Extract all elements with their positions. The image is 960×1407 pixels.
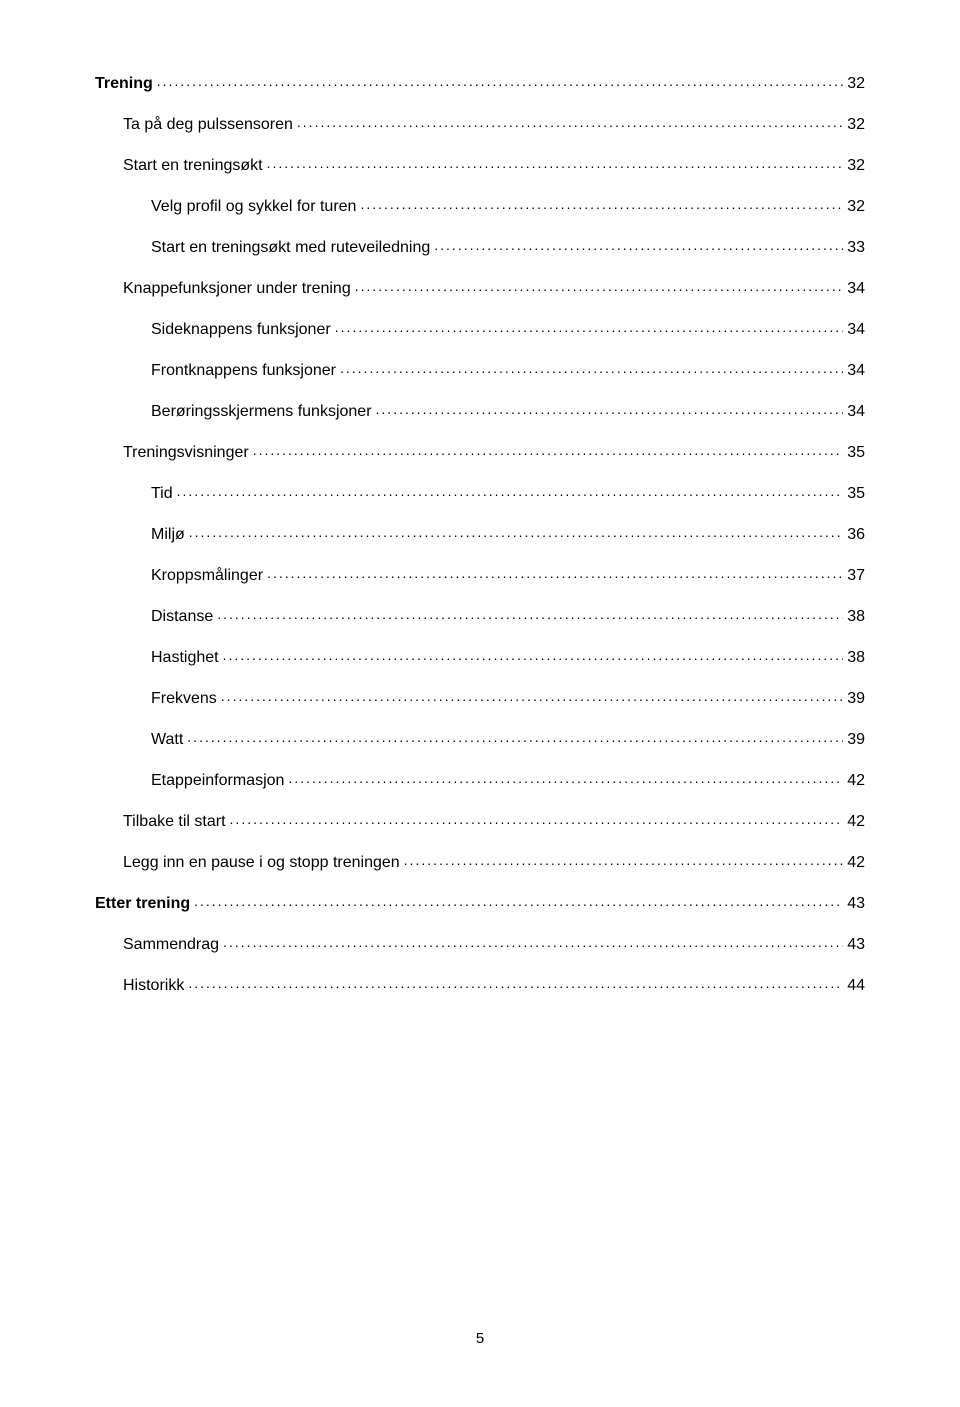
toc-entry: Start en treningsøkt 32: [95, 157, 865, 175]
toc-entry: Watt 39: [95, 731, 865, 749]
toc-entry-page: 42: [847, 772, 865, 790]
toc-entry-page: 43: [847, 895, 865, 913]
toc-entry: Frontknappens funksjoner 34: [95, 362, 865, 380]
toc-entry-page: 37: [847, 567, 865, 585]
toc-entry: Ta på deg pulssensoren 32: [95, 116, 865, 134]
toc-entry-label: Legg inn en pause i og stopp treningen: [123, 854, 400, 872]
toc-entry-page: 34: [847, 403, 865, 421]
toc-entry-page: 32: [847, 157, 865, 175]
toc-entry: Historikk 44: [95, 977, 865, 995]
toc-entry-label: Velg profil og sykkel for turen: [151, 198, 356, 216]
toc-entry-page: 42: [847, 813, 865, 831]
toc-entry-page: 44: [847, 977, 865, 995]
toc-entry-page: 39: [847, 731, 865, 749]
toc-leader-dots: [221, 688, 843, 704]
toc-leader-dots: [267, 565, 843, 581]
toc-entry-label: Etappeinformasjon: [151, 772, 284, 790]
toc-entry-page: 42: [847, 854, 865, 872]
toc-entry-label: Tid: [151, 485, 173, 503]
toc-entry-label: Knappefunksjoner under trening: [123, 280, 351, 298]
toc-entry: Etappeinformasjon 42: [95, 772, 865, 790]
toc-entry-label: Start en treningsøkt: [123, 157, 263, 175]
toc-entry-page: 34: [847, 280, 865, 298]
toc-entry: Tid 35: [95, 485, 865, 503]
toc-leader-dots: [297, 114, 843, 130]
toc-entry-label: Hastighet: [151, 649, 219, 667]
toc-leader-dots: [223, 934, 843, 950]
toc-entry-page: 38: [847, 649, 865, 667]
toc-entry-label: Miljø: [151, 526, 185, 544]
toc-entry-label: Berøringsskjermens funksjoner: [151, 403, 372, 421]
toc-entry-label: Historikk: [123, 977, 184, 995]
toc-entry-label: Tilbake til start: [123, 813, 226, 831]
toc-entry-label: Etter trening: [95, 895, 190, 913]
toc-entry-label: Treningsvisninger: [123, 444, 249, 462]
toc-leader-dots: [187, 729, 843, 745]
toc-entry-page: 33: [847, 239, 865, 257]
toc-leader-dots: [189, 524, 843, 540]
toc-entry: Start en treningsøkt med ruteveiledning 3…: [95, 239, 865, 257]
toc-entry-label: Sammendrag: [123, 936, 219, 954]
toc-leader-dots: [223, 647, 844, 663]
toc-entry-label: Ta på deg pulssensoren: [123, 116, 293, 134]
toc-entry: Legg inn en pause i og stopp treningen 42: [95, 854, 865, 872]
toc-leader-dots: [360, 196, 843, 212]
toc-entry-label: Sideknappens funksjoner: [151, 321, 331, 339]
toc-leader-dots: [340, 360, 843, 376]
toc-entry: Sammendrag 43: [95, 936, 865, 954]
toc-entry: Distanse 38: [95, 608, 865, 626]
toc-entry: Sideknappens funksjoner 34: [95, 321, 865, 339]
toc-leader-dots: [188, 975, 843, 991]
toc-entry-label: Distanse: [151, 608, 213, 626]
toc-leader-dots: [267, 155, 844, 171]
toc-entry-label: Frekvens: [151, 690, 217, 708]
toc-entry-label: Frontknappens funksjoner: [151, 362, 336, 380]
toc-entry-page: 34: [847, 362, 865, 380]
toc-leader-dots: [404, 852, 844, 868]
toc-entry: Velg profil og sykkel for turen 32: [95, 198, 865, 216]
toc-entry-page: 35: [847, 444, 865, 462]
page-number: 5: [476, 1330, 484, 1347]
toc-entry: Trening 32: [95, 75, 865, 93]
toc-entry-label: Trening: [95, 75, 153, 93]
toc-entry-page: 43: [847, 936, 865, 954]
toc-leader-dots: [194, 893, 843, 909]
toc-entry-label: Watt: [151, 731, 183, 749]
toc-entry: Berøringsskjermens funksjoner 34: [95, 403, 865, 421]
toc-entry-page: 39: [847, 690, 865, 708]
toc-entry-label: Start en treningsøkt med ruteveiledning: [151, 239, 430, 257]
toc-leader-dots: [376, 401, 844, 417]
toc-entry-page: 36: [847, 526, 865, 544]
toc-leader-dots: [217, 606, 843, 622]
toc-entry: Knappefunksjoner under trening 34: [95, 280, 865, 298]
toc-leader-dots: [253, 442, 844, 458]
toc-entry: Kroppsmålinger 37: [95, 567, 865, 585]
toc-entry-page: 38: [847, 608, 865, 626]
toc-entry-page: 32: [847, 116, 865, 134]
toc-entry: Hastighet 38: [95, 649, 865, 667]
table-of-contents: Trening32Ta på deg pulssensoren32Start e…: [95, 75, 865, 995]
toc-entry-page: 34: [847, 321, 865, 339]
toc-leader-dots: [157, 73, 843, 89]
toc-entry-page: 35: [847, 485, 865, 503]
toc-leader-dots: [434, 237, 843, 253]
toc-entry-label: Kroppsmålinger: [151, 567, 263, 585]
toc-leader-dots: [355, 278, 843, 294]
toc-leader-dots: [230, 811, 844, 827]
toc-entry: Miljø 36: [95, 526, 865, 544]
toc-entry: Etter trening 43: [95, 895, 865, 913]
toc-entry-page: 32: [847, 198, 865, 216]
toc-entry: Tilbake til start 42: [95, 813, 865, 831]
toc-entry: Treningsvisninger 35: [95, 444, 865, 462]
toc-leader-dots: [335, 319, 844, 335]
toc-entry-page: 32: [847, 75, 865, 93]
toc-entry: Frekvens 39: [95, 690, 865, 708]
toc-leader-dots: [177, 483, 844, 499]
toc-leader-dots: [288, 770, 843, 786]
